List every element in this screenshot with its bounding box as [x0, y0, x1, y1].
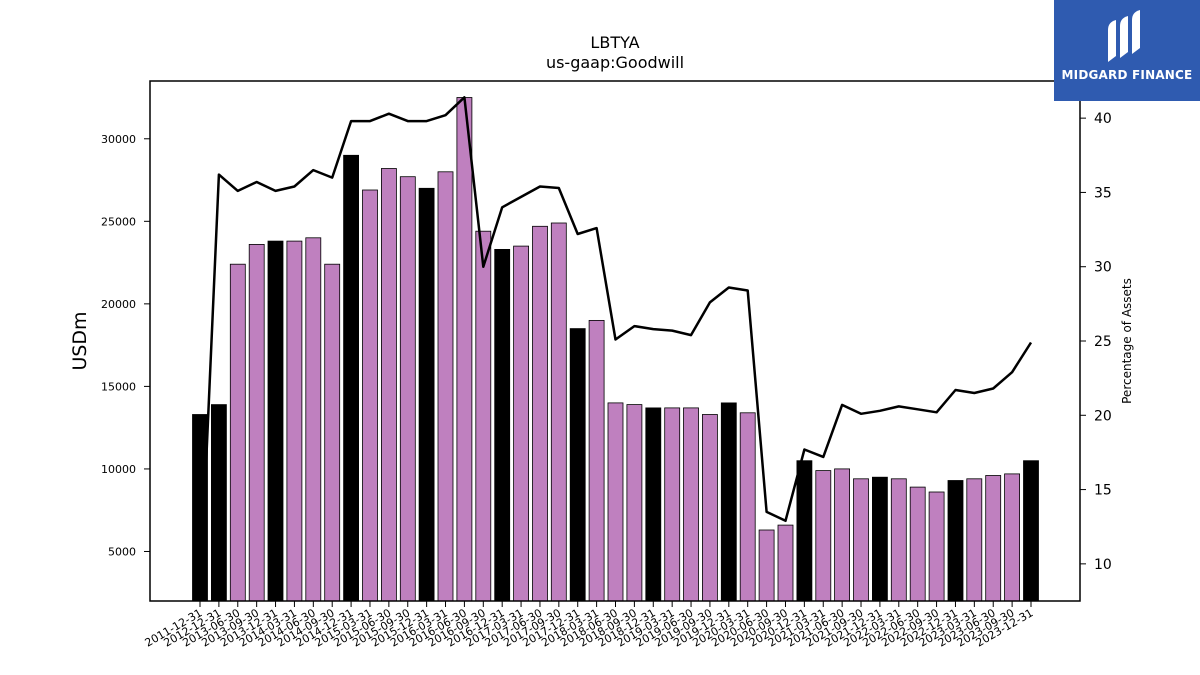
y-tick-label: 15000: [101, 380, 136, 393]
bar-2019-06-30: [683, 407, 699, 602]
y-tick-label: 5000: [108, 545, 136, 558]
bar-2020-06-30: [758, 529, 775, 602]
y-axis: 5000 10000 15000 20000 25000 30000: [101, 133, 150, 558]
y2-tick-label: 20: [1094, 408, 1112, 424]
y-axis-label: USDm: [69, 311, 91, 370]
bar-2018-12-31: [645, 407, 662, 602]
bar-2020-03-31: [739, 412, 756, 602]
bar-2017-12-31: [569, 328, 586, 602]
bar-2012-12-31: [210, 404, 227, 602]
y-tick-label: 10000: [101, 463, 136, 476]
chart-title: LBTYA: [590, 33, 639, 52]
bar-2021-03-31: [815, 470, 832, 602]
bar-2017-03-31: [513, 245, 529, 602]
y2-tick-label: 30: [1094, 260, 1112, 276]
bar-2023-06-30: [985, 475, 1002, 602]
bar-2021-06-30: [834, 468, 850, 602]
x-axis: 2011-12-312012-12-312013-06-302013-09-30…: [143, 601, 1036, 650]
bar-2019-09-30: [702, 414, 718, 602]
bar-2020-09-30: [777, 524, 794, 602]
bar-2016-03-31: [437, 171, 454, 602]
bar-2023-12-31: [1023, 460, 1039, 602]
chart-subtitle: us-gaap:Goodwill: [546, 53, 684, 72]
y2-tick-label: 35: [1094, 185, 1112, 201]
bar-2018-03-31: [588, 319, 605, 602]
y2-axis-label: Percentage of Assets: [1120, 278, 1134, 404]
bar-2022-09-30: [928, 491, 945, 602]
y-tick-label: 20000: [101, 298, 136, 311]
logo-text: MIDGARD FINANCE: [1061, 68, 1193, 82]
bar-2022-03-31: [890, 478, 907, 602]
bar-2014-03-31: [286, 240, 303, 602]
bar-2014-06-30: [305, 237, 322, 602]
bar-2015-03-31: [362, 189, 378, 602]
bar-2019-12-31: [720, 402, 737, 602]
bar-2019-03-31: [664, 407, 681, 602]
bar-2022-12-31: [947, 480, 964, 602]
bar-2014-12-31: [343, 154, 360, 602]
bar-2021-09-30: [853, 478, 869, 602]
brand-logo: MIDGARD FINANCE: [1054, 0, 1200, 101]
bar-2023-03-31: [966, 478, 983, 602]
bar-2017-06-30: [532, 225, 548, 602]
bar-2018-09-30: [626, 404, 643, 602]
bar-2015-06-30: [380, 168, 397, 602]
y2-tick-label: 25: [1094, 334, 1112, 350]
y2-tick-label: 15: [1094, 483, 1112, 499]
y2-axis: 10 15 20 25 30 35 40: [1080, 111, 1112, 573]
bars-group: [192, 97, 1039, 602]
bar-2014-09-30: [324, 263, 341, 602]
bar-2021-12-31: [872, 476, 888, 602]
y-tick-label: 25000: [101, 215, 136, 228]
bar-2020-12-31: [796, 460, 813, 602]
bar-2013-06-30: [229, 263, 246, 602]
bar-2013-09-30: [248, 243, 265, 602]
y2-tick-label: 40: [1094, 111, 1112, 127]
bar-2023-09-30: [1004, 473, 1020, 602]
bar-2016-06-30: [456, 97, 473, 602]
y2-tick-label: 10: [1094, 557, 1112, 573]
bar-2018-06-30: [607, 402, 624, 602]
bar-2016-09-30: [475, 230, 492, 602]
bar-2015-09-30: [399, 176, 416, 602]
percentage-line: [198, 96, 1033, 602]
bar-2017-09-30: [550, 222, 567, 602]
y-tick-label: 30000: [101, 133, 136, 146]
bar-2022-06-30: [909, 486, 926, 602]
bar-2016-12-31: [494, 248, 511, 602]
bar-2015-12-31: [418, 187, 435, 602]
midgard-logo-icon: [1108, 10, 1140, 62]
bar-2013-12-31: [267, 240, 284, 602]
line-group: [198, 96, 1033, 602]
